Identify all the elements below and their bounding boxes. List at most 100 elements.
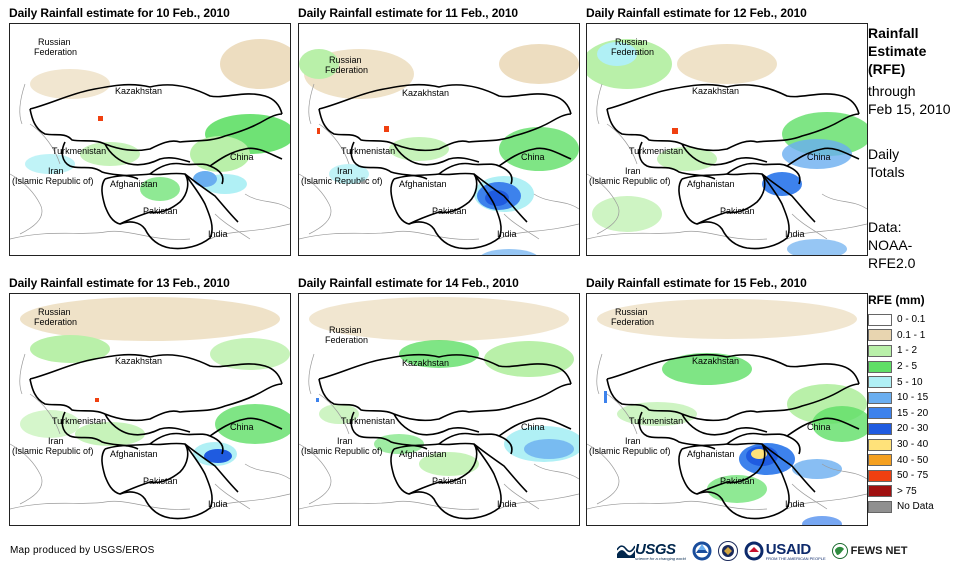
legend-swatch [868,469,892,482]
legend-label: 10 - 15 [897,392,929,404]
noaa-seal-icon [692,541,712,561]
rainfall-field [20,297,290,466]
label-turkmenistan: Turkmenistan [52,416,106,426]
label-india: India [208,499,228,509]
fews-net-logo: FEWS NET [831,543,908,559]
label-pakistan: Pakistan [720,206,755,216]
legend-label: 0.1 - 1 [897,329,926,341]
label-russia-2: Federation [611,317,654,327]
usaid-seal-icon [744,541,764,561]
legend-swatch [868,485,892,498]
label-turkmenistan: Turkmenistan [52,146,106,156]
label-russia: Russian [38,37,71,47]
rainfall-map: Russian Federation Kazakhstan Turkmenist… [298,293,580,526]
rainfall-map: Russian Federation Kazakhstan Turkmenist… [298,23,580,256]
map-labels: Russian Federation Kazakhstan Turkmenist… [589,307,831,509]
map-labels: Russian Federation Kazakhstan Turkmenist… [12,307,254,509]
through-line-1: through [868,83,916,99]
label-russia: Russian [329,325,362,335]
legend-item: 2 - 5 [868,359,934,375]
rainfall-map-svg: Russian Federation Kazakhstan Turkmenist… [587,37,867,255]
panel-title: Daily Rainfall estimate for 12 Feb., 201… [586,6,807,20]
rainfall-field [587,39,867,255]
legend-item: 5 - 10 [868,374,934,390]
label-pakistan: Pakistan [143,206,178,216]
legend-label: 2 - 5 [897,361,918,373]
state-seal-icon [717,541,738,561]
legend-label: 0 - 0.1 [897,314,926,326]
label-afghanistan: Afghanistan [399,179,447,189]
panel-title: Daily Rainfall estimate for 13 Feb., 201… [9,276,230,290]
rfe-legend: 0 - 0.1 0.1 - 1 1 - 2 2 - 5 5 - 10 10 - 15 15 … [868,312,934,515]
daily-totals-line-2: Totals [868,164,905,180]
label-china: China [230,152,254,162]
legend-swatch [868,407,892,420]
dos-logo [717,541,738,561]
label-pakistan: Pakistan [720,476,755,486]
label-turkmenistan: Turkmenistan [341,416,395,426]
label-russia-2: Federation [611,47,654,57]
label-russia-2: Federation [34,47,77,57]
legend-item: 0 - 0.1 [868,312,934,328]
legend-label: 40 - 50 [897,454,929,466]
label-russia-2: Federation [34,317,77,327]
rainfall-map-svg: Russian Federation Kazakhstan Turkmenist… [299,297,579,520]
data-source-line-1: Data: [868,219,902,235]
label-iran-2: (Islamic Republic of) [301,176,383,186]
usgs-logo: USGS science for a changing world [617,542,686,561]
legend-title: RFE (mm) [868,293,925,307]
rfe-heading: Rainfall Estimate (RFE) [868,24,926,78]
legend-swatch [868,422,892,435]
map-credit: Map produced by USGS/EROS [10,545,155,556]
map-panel-6: Daily Rainfall estimate for 15 Feb., 201… [586,276,868,526]
fews-globe-icon [831,543,848,559]
label-india: India [497,499,517,509]
through-date: through Feb 15, 2010 [868,82,951,118]
legend-label: 30 - 40 [897,439,929,451]
map-labels: Russian Federation Kazakhstan Turkmenist… [589,37,831,239]
label-china: China [807,152,831,162]
usaid-tagline: FROM THE AMERICAN PEOPLE [765,555,826,561]
rainfall-map: Russian Federation Kazakhstan Turkmenist… [9,23,291,256]
label-russia: Russian [615,307,648,317]
label-afghanistan: Afghanistan [399,449,447,459]
legend-item: 30 - 40 [868,437,934,453]
noaa-logo [692,541,712,561]
label-iran-2: (Islamic Republic of) [12,176,94,186]
legend-swatch [868,344,892,357]
label-russia-2: Federation [325,65,368,75]
label-india: India [785,499,805,509]
label-india: India [785,229,805,239]
legend-label: > 75 [897,485,917,497]
legend-swatch [868,360,892,373]
label-iran-2: (Islamic Republic of) [589,176,671,186]
map-panel-3: Daily Rainfall estimate for 12 Feb., 201… [586,6,868,256]
label-iran-2: (Islamic Republic of) [12,446,94,456]
legend-item: No Data [868,499,934,515]
legend-label: 5 - 10 [897,376,923,388]
label-china: China [230,422,254,432]
label-kazakhstan: Kazakhstan [115,356,162,366]
rainfall-map-svg: Russian Federation Kazakhstan Turkmenist… [10,297,290,520]
label-india: India [497,229,517,239]
label-turkmenistan: Turkmenistan [341,146,395,156]
label-pakistan: Pakistan [432,476,467,486]
rainfall-field [597,299,867,525]
legend-swatch [868,329,892,342]
label-iran-2: (Islamic Republic of) [301,446,383,456]
map-labels: Russian Federation Kazakhstan Turkmenist… [12,37,254,239]
fews-label: FEWS NET [850,545,908,557]
usaid-logo: USAID FROM THE AMERICAN PEOPLE [744,541,826,561]
label-kazakhstan: Kazakhstan [692,356,739,366]
usgs-wave-icon [617,545,635,558]
map-panel-1: Daily Rainfall estimate for 10 Feb., 201… [9,6,291,256]
legend-item: 40 - 50 [868,452,934,468]
legend-label: No Data [897,501,934,513]
rfe-heading-line-3: (RFE) [868,61,906,77]
label-iran: Iran [48,166,64,176]
label-pakistan: Pakistan [143,476,178,486]
rainfall-map: Russian Federation Kazakhstan Turkmenist… [586,293,868,526]
legend-swatch [868,500,892,513]
legend-swatch [868,391,892,404]
label-kazakhstan: Kazakhstan [115,86,162,96]
